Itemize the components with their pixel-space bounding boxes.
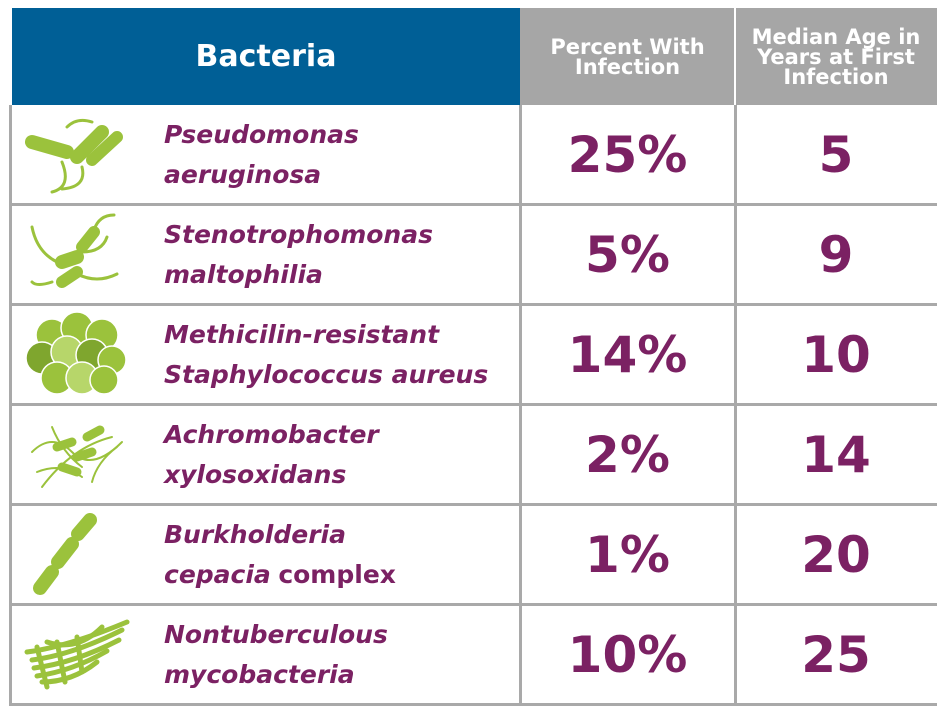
name-line: Pseudomonas (164, 115, 359, 155)
name-line: Stenotrophomonas (164, 215, 433, 255)
icon-mrsa (22, 310, 132, 396)
name-text: complex (278, 560, 396, 589)
name-line: mycobacteria (164, 655, 355, 695)
name-text: Burkholderia (164, 520, 346, 549)
name-line: Achromobacter (164, 415, 379, 455)
percent-value: 1% (520, 505, 735, 605)
age-value: 9 (735, 205, 937, 305)
name-line: aeruginosa (164, 155, 321, 195)
name-line: Burkholderia (164, 515, 346, 555)
border-left (9, 105, 12, 706)
name-line: Nontuberculous (164, 615, 388, 655)
col-divider (519, 105, 522, 706)
age-value: 20 (735, 505, 937, 605)
name-text: maltophilia (164, 260, 323, 289)
name-line: Staphylococcus aureus (164, 355, 488, 395)
percent-value: 14% (520, 305, 735, 405)
percent-value: 5% (520, 205, 735, 305)
name-text: xylosoxidans (164, 460, 346, 489)
percent-value: 25% (520, 105, 735, 205)
name-text: mycobacteria (164, 660, 355, 689)
icon-burkholderia (22, 510, 132, 596)
name-text: Staphylococcus aureus (164, 360, 488, 389)
name-text: Methicilin-resistant (164, 320, 439, 349)
age-value: 14 (735, 405, 937, 505)
icon-pseudomonas (22, 112, 132, 198)
age-value: 5 (735, 105, 937, 205)
table: Bacteria Percent With Infection Median A… (0, 0, 937, 706)
percent-value: 2% (520, 405, 735, 505)
name-text: Nontuberculous (164, 620, 388, 649)
name-text: Achromobacter (164, 420, 379, 449)
header-percent: Percent With Infection (520, 8, 735, 105)
icon-achromobacter (22, 412, 132, 498)
age-value: 25 (735, 605, 937, 705)
icon-stenotrophomonas (22, 212, 132, 298)
col-divider (734, 8, 736, 105)
percent-value: 10% (520, 605, 735, 705)
name-text: aeruginosa (164, 160, 321, 189)
header-bacteria: Bacteria (12, 8, 520, 105)
icon-mycobacteria (22, 612, 132, 698)
name-text: cepacia (164, 560, 271, 589)
name-text: Pseudomonas (164, 120, 359, 149)
col-divider (734, 105, 737, 706)
name-line: xylosoxidans (164, 455, 346, 495)
age-value: 10 (735, 305, 937, 405)
name-line: Methicilin-resistant (164, 315, 439, 355)
header-age: Median Age in Years at First Infection (735, 8, 937, 105)
name-line: maltophilia (164, 255, 323, 295)
name-text: Stenotrophomonas (164, 220, 433, 249)
